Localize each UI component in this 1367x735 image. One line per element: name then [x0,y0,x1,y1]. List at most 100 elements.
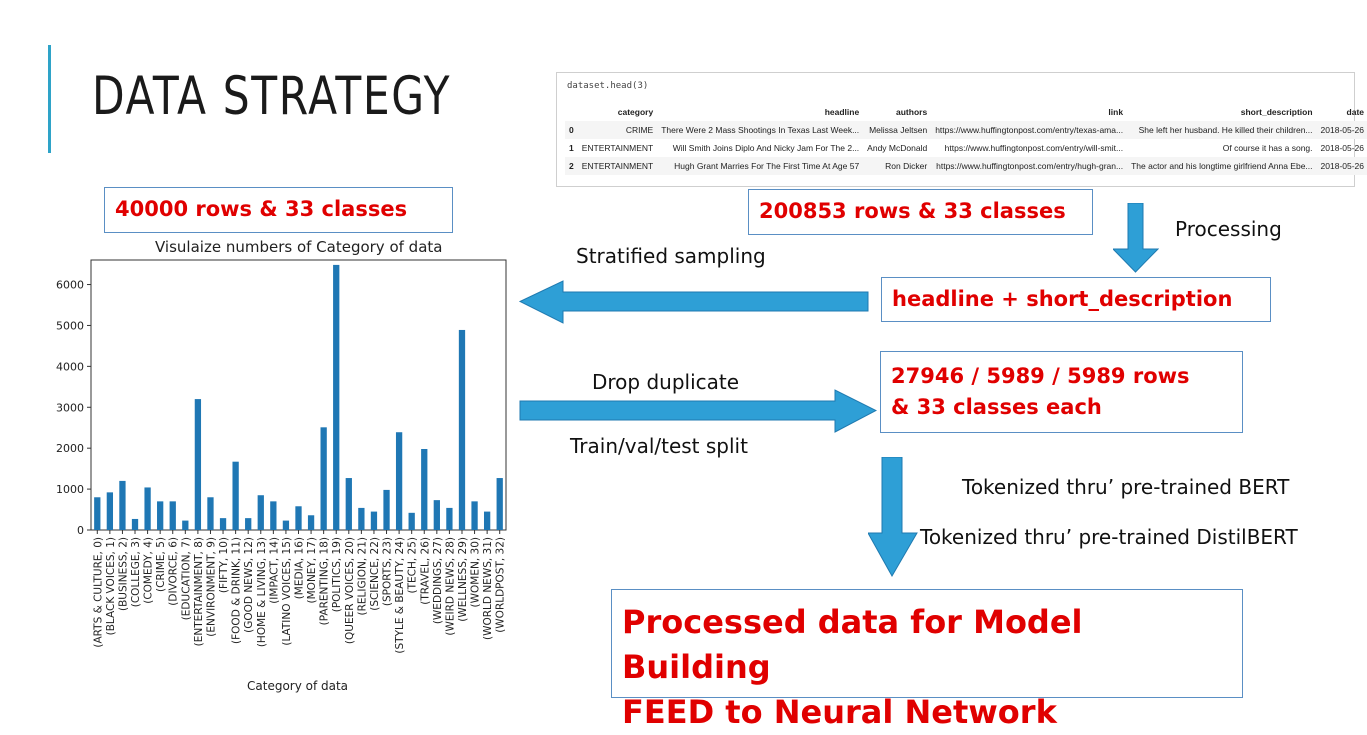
table-cell: 2018-05-26 [1320,161,1365,171]
bar [408,512,415,530]
table-cell: 0 [569,125,574,135]
table-cell: Andy McDonald [867,143,928,153]
table-cell: The actor and his longtime girlfriend An… [1131,161,1313,171]
title-accent-line [48,45,51,153]
split-size-line-1: 27946 / 5989 / 5989 rows [891,364,1190,388]
bar [257,495,264,530]
bar [358,507,365,530]
drop-duplicate-label: Drop duplicate [592,370,740,394]
x-tick-label: (RELIGION, 21) [356,537,368,615]
features-box: headline + short_description [881,277,1271,322]
x-tick-label: (QUEER VOICES, 20) [344,537,356,644]
x-tick-label: (STYLE & BEAUTY, 24) [394,537,406,654]
x-tick-label: (COMEDY, 4) [143,537,155,604]
table-cell: 1 [569,143,574,153]
y-tick-label: 0 [77,524,84,537]
column-header: authors [896,107,928,117]
bar [383,489,390,530]
bar [157,501,164,530]
bar [345,478,352,530]
bar [282,520,290,530]
sampled-size-box: 40000 rows & 33 classes [104,187,453,233]
table-row: 1 ENTERTAINMENT Will Smith Joins Diplo A… [565,139,1367,157]
column-header: link [1108,107,1124,117]
full-size-box: 200853 rows & 33 classes [748,189,1093,235]
bar [106,492,114,530]
bar [421,449,428,530]
x-tick-label: (WOMEN, 30) [470,537,482,607]
table-cell: Ron Dicker [885,161,928,171]
chart-x-axis-label: Category of data [247,679,349,693]
stratified-arrow-icon [519,280,869,324]
x-tick-label: (WELLNESS, 29) [457,537,469,622]
table-cell: Of course it has a song. [1222,143,1313,153]
x-tick-label: (BLACK VOICES, 1) [105,537,117,635]
distilbert-label: Tokenized thru’ pre-trained DistilBERT [920,525,1298,549]
x-tick-label: (PARENTING, 18) [319,537,331,625]
x-tick-label: (FIFTY, 10) [218,537,230,593]
bar [446,507,453,530]
bar [471,501,478,530]
x-tick-label: (WORLD NEWS, 31) [482,537,494,640]
table-cell: https://www.huffingtonpost.com/entry/tex… [935,125,1124,135]
table-row: 0 CRIME There Were 2 Mass Shootings In T… [565,121,1367,139]
column-header [565,103,578,121]
split-arrow-icon [519,389,877,433]
table-cell: 2018-05-26 [1320,143,1365,153]
x-tick-label: (COLLEGE, 3) [130,537,142,607]
bar [320,427,327,530]
table-cell: 2018-05-26 [1320,125,1365,135]
bar [207,497,214,530]
y-tick-label: 3000 [56,401,84,414]
y-tick-label: 4000 [56,360,84,373]
x-tick-label: (ENTERTAINMENT, 8) [193,537,205,646]
x-tick-label: (WORLDPOST, 32) [495,537,507,633]
bar [370,511,378,530]
final-output-box: Processed data for Model Building FEED t… [611,589,1243,731]
bar [131,518,139,530]
bar [232,461,239,530]
bar [169,501,176,530]
chart-title: Visulaize numbers of Category of data [155,238,443,256]
bar [94,497,101,530]
final-output-line-2: FEED to Neural Network [622,693,1057,731]
x-tick-label: (MONEY, 17) [306,537,318,603]
column-header: headline [824,107,860,117]
bar [483,511,491,530]
split-size-line-2: & 33 classes each [891,395,1102,419]
x-tick-label: (WEDDINGS, 27) [432,537,444,624]
x-tick-label: (WEIRD NEWS, 28) [444,537,456,636]
plot-frame [90,259,507,531]
bar [270,501,277,530]
column-header: short_description [1240,107,1313,117]
x-tick-label: (LATINO VOICES, 15) [281,537,293,646]
dataframe-table: category headline authors link short_des… [565,103,1367,175]
table-cell: Hugh Grant Marries For The First Time At… [674,161,860,171]
table-row: 2 ENTERTAINMENT Hugh Grant Marries For T… [565,157,1367,175]
table-cell: ENTERTAINMENT [581,143,654,153]
bar [245,518,252,530]
column-header: date [1346,107,1365,117]
y-tick-label: 6000 [56,279,84,292]
bar [458,329,466,530]
x-tick-label: (GOOD NEWS, 12) [243,537,255,633]
bar [433,500,440,530]
processing-arrow-icon [1113,203,1159,273]
bar [144,487,151,530]
table-cell: https://www.huffingtonpost.com/entry/hug… [936,161,1124,171]
bar [219,518,227,530]
y-tick-label: 5000 [56,319,84,332]
stratified-sampling-label: Stratified sampling [576,244,766,268]
x-tick-label: (ENVIRONMENT, 9) [205,537,217,637]
column-header: category [617,107,654,117]
table-cell: There Were 2 Mass Shootings In Texas Las… [661,125,860,135]
split-size-box: 27946 / 5989 / 5989 rows & 33 classes ea… [880,351,1243,433]
y-tick-label: 1000 [56,483,84,496]
table-header-row: category headline authors link short_des… [565,103,1367,121]
table-cell: CRIME [625,125,654,135]
dataframe-preview: dataset.head(3) category headline author… [556,72,1367,187]
table-cell: Melissa Jeltsen [869,125,928,135]
x-tick-label: (MEDIA, 16) [294,537,306,599]
bar [295,506,302,530]
y-tick-label: 2000 [56,442,84,455]
